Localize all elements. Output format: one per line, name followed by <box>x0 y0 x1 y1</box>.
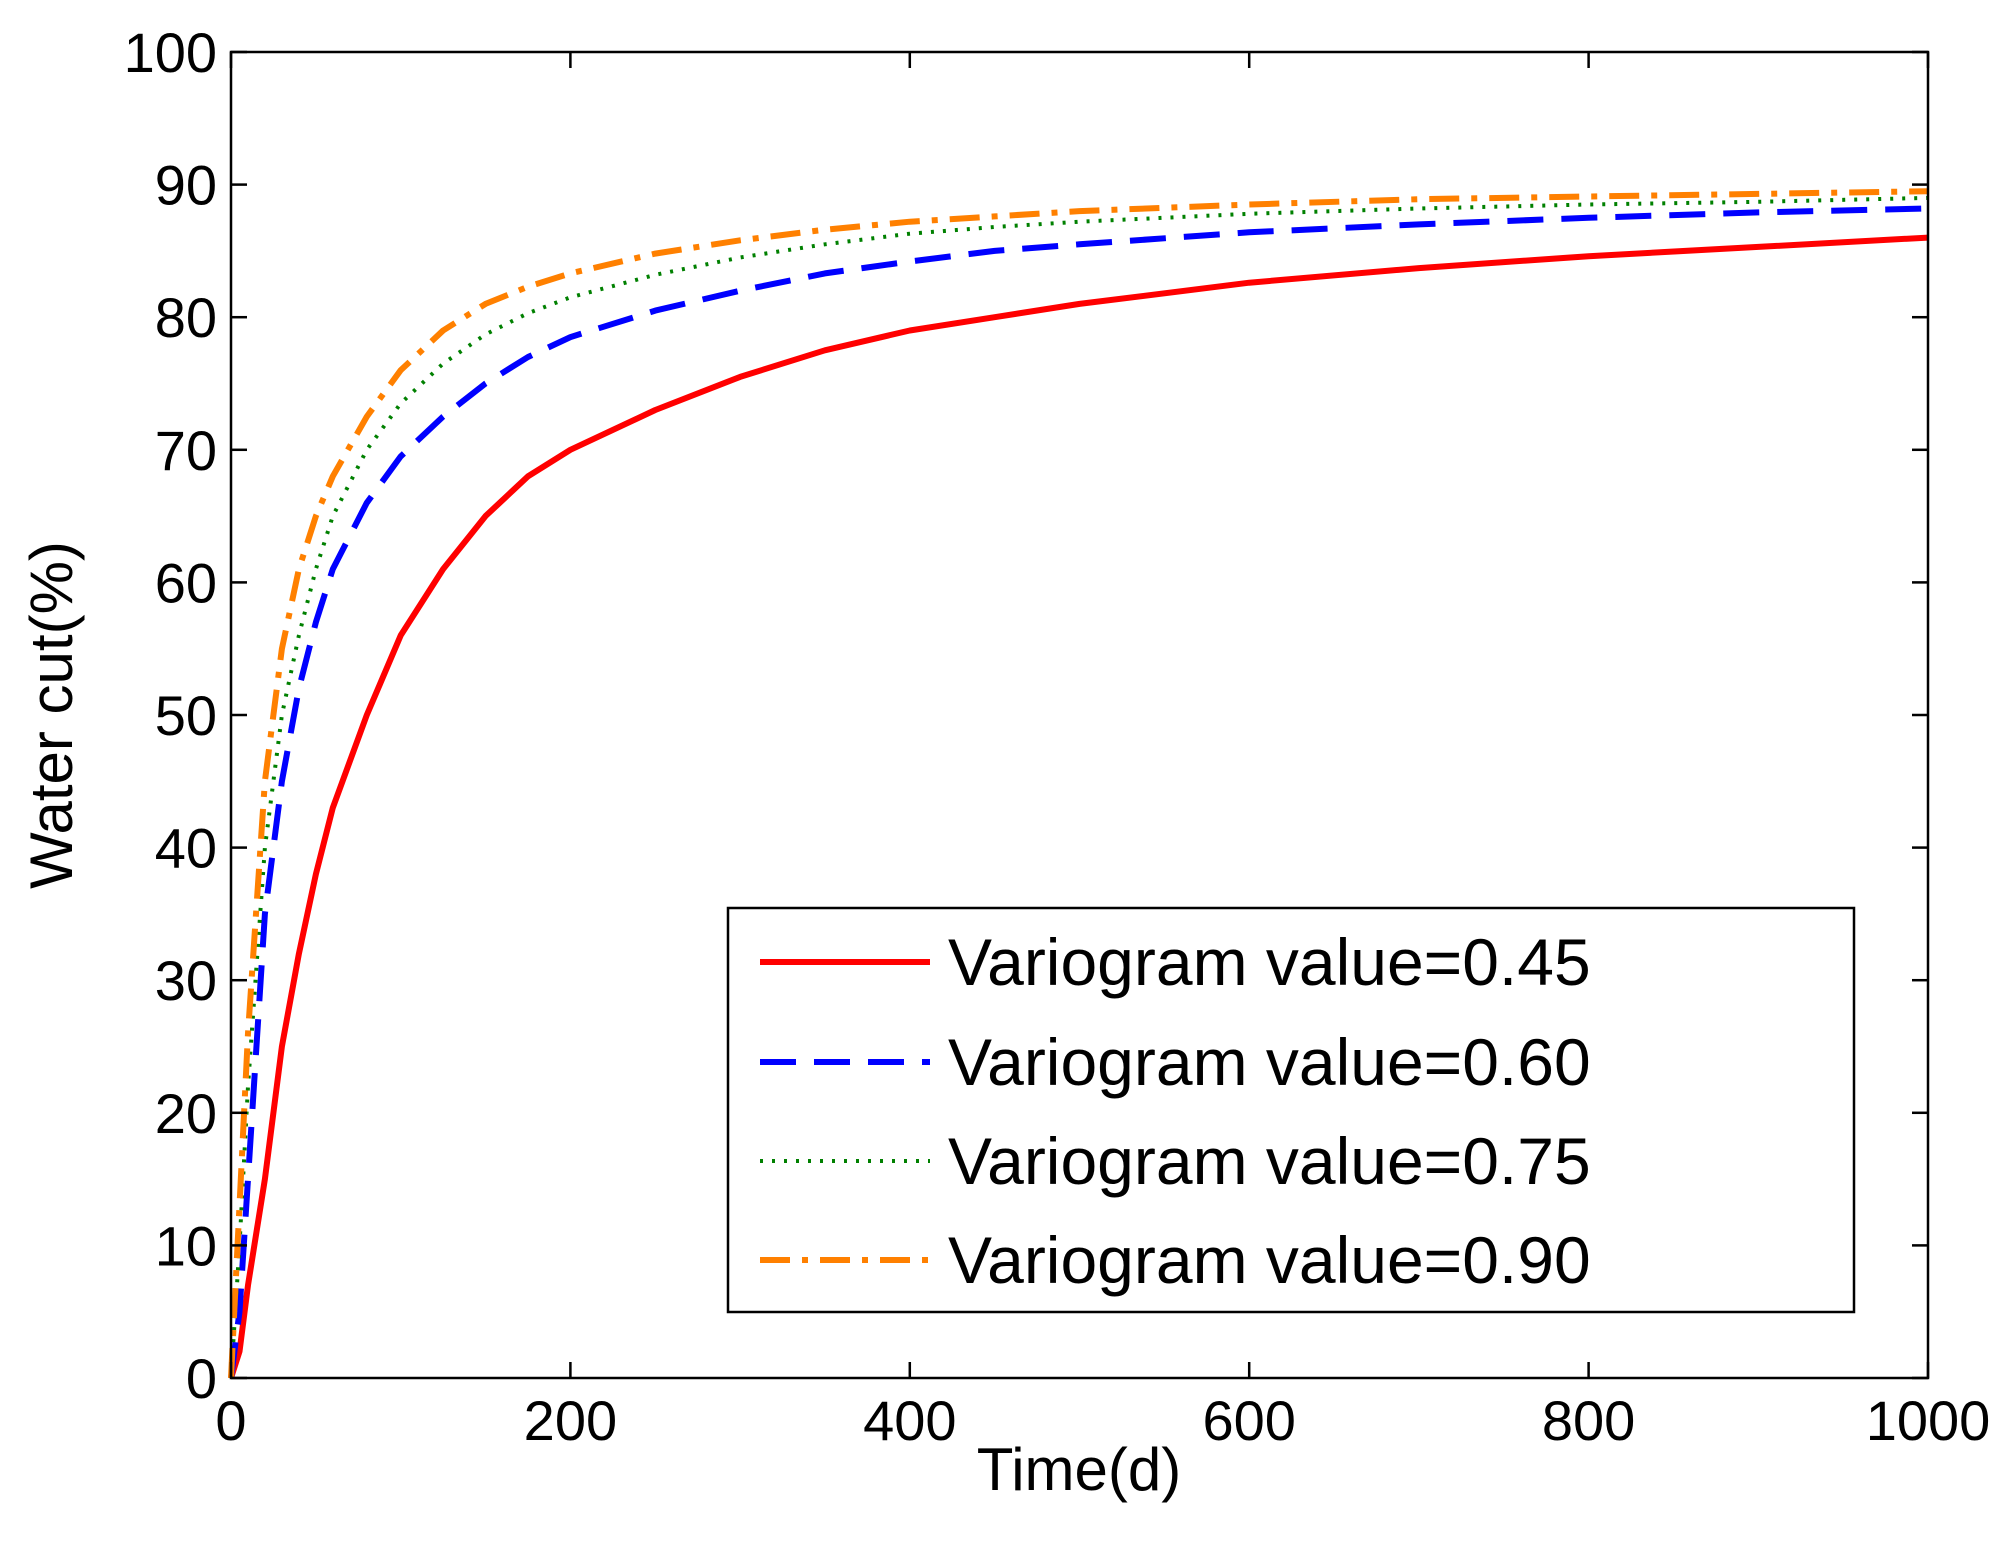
y-tick-label-4: 40 <box>155 817 217 880</box>
y-tick-label-3: 30 <box>155 949 217 1012</box>
series-layer <box>228 188 1929 1379</box>
series-line-0 <box>228 234 1929 1379</box>
legend: Variogram value=0.45 Variogram value=0.6… <box>726 906 1856 1314</box>
y-tick-label-1: 10 <box>155 1214 217 1277</box>
y-tick-label-9: 90 <box>155 154 217 217</box>
x-tick-label-1: 200 <box>524 1389 617 1452</box>
x-tick-label-3: 600 <box>1202 1389 1295 1452</box>
x-tick-label-5: 1000 <box>1866 1389 1991 1452</box>
y-tick-label-8: 80 <box>155 286 217 349</box>
legend-box <box>726 906 1856 1314</box>
y-tick-label-6: 60 <box>155 551 217 614</box>
y-tick-label-10: 100 <box>124 21 217 84</box>
y-tick-label-7: 70 <box>155 419 217 482</box>
x-tick-label-4: 800 <box>1542 1389 1635 1452</box>
y-axis-label: Water cut(%) <box>18 541 85 889</box>
legend-label-0: Variogram value=0.45 <box>948 925 1591 999</box>
legend-label-1: Variogram value=0.60 <box>948 1025 1591 1099</box>
x-tick-label-2: 400 <box>863 1389 956 1452</box>
legend-label-3: Variogram value=0.90 <box>948 1223 1591 1297</box>
legend-label-2: Variogram value=0.75 <box>948 1124 1591 1198</box>
y-tick-label-2: 20 <box>155 1082 217 1145</box>
y-tick-label-5: 50 <box>155 684 217 747</box>
y-tick-label-0: 0 <box>186 1347 217 1410</box>
series-line-1 <box>228 205 1929 1379</box>
ticks-layer: 0 200 400 600 800 1000 0 10 20 30 40 50 60 70 80 90 100 <box>124 21 1991 1452</box>
x-tick-label-0: 0 <box>215 1389 246 1452</box>
x-axis-label: Time(d) <box>977 1436 1181 1503</box>
series-line-3 <box>228 188 1929 1379</box>
